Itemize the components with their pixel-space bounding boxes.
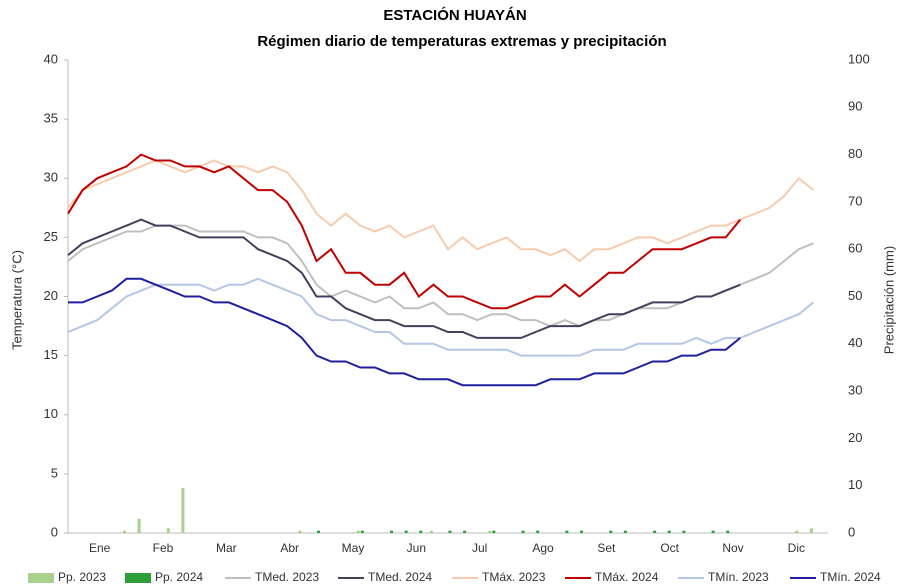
- precip-bar: [448, 530, 452, 533]
- precip-bar: [429, 530, 433, 533]
- x-tick-label: Nov: [722, 541, 743, 555]
- chart-subtitle: Régimen diario de temperaturas extremas …: [257, 33, 666, 50]
- precip-bar: [682, 530, 686, 533]
- y-axis-label: Temperatura (°C): [9, 250, 24, 350]
- precip-bar: [711, 530, 715, 533]
- precip-bar: [181, 488, 185, 533]
- precip-bar: [580, 530, 584, 533]
- precip-bar: [390, 530, 394, 533]
- temp-line: [67, 277, 815, 357]
- x-tick-label: Abr: [280, 541, 299, 555]
- precip-bar: [419, 530, 423, 533]
- legend-label: TMed. 2023: [255, 570, 319, 584]
- temp-line: [67, 153, 742, 310]
- y2-tick-label: 40: [848, 335, 862, 350]
- temp-line: [68, 277, 741, 387]
- chart-title: ESTACIÓN HUAYÁN: [383, 6, 526, 24]
- precip-bar: [536, 530, 540, 533]
- precip-bar: [316, 530, 320, 533]
- legend-label: Pp. 2024: [155, 570, 203, 584]
- y-tick-label: 30: [44, 170, 58, 185]
- precip-bar: [488, 530, 492, 533]
- precip-bar: [667, 530, 671, 533]
- x-tick-label: Oct: [660, 541, 679, 555]
- legend-swatch: [125, 573, 151, 583]
- precip-bar: [463, 530, 467, 533]
- y-tick-label: 5: [51, 465, 58, 480]
- x-tick-label: Feb: [153, 541, 174, 555]
- precip-bar: [492, 530, 496, 533]
- legend-label: TMáx. 2024: [595, 570, 659, 584]
- precip-bar: [360, 530, 364, 533]
- x-tick-label: Jun: [407, 541, 426, 555]
- y-tick-label: 20: [44, 288, 58, 303]
- precip-bar: [137, 518, 141, 533]
- y2-tick-label: 0: [848, 524, 855, 539]
- precip-bar: [726, 530, 730, 533]
- y2-tick-label: 20: [848, 430, 862, 445]
- legend-label: TMín. 2023: [708, 570, 769, 584]
- precip-bar: [653, 530, 657, 533]
- precip-bar: [298, 530, 302, 533]
- y-tick-label: 35: [44, 111, 58, 126]
- y2-tick-label: 70: [848, 193, 862, 208]
- temp-line: [67, 159, 815, 263]
- x-tick-label: Ago: [532, 541, 554, 555]
- precip-bar: [122, 530, 126, 533]
- precip-bar: [404, 530, 408, 533]
- precip-bar: [609, 530, 613, 533]
- y-tick-label: 15: [44, 347, 58, 362]
- legend-label: Pp. 2023: [58, 570, 106, 584]
- temp-line: [67, 218, 741, 339]
- x-tick-label: Set: [597, 541, 616, 555]
- y2-tick-label: 80: [848, 146, 862, 161]
- y-tick-label: 40: [44, 51, 58, 66]
- y2-tick-label: 50: [848, 288, 862, 303]
- precip-bar: [795, 530, 799, 533]
- y2-tick-label: 90: [848, 99, 862, 114]
- precip-bar: [521, 530, 525, 533]
- legend-label: TMín. 2024: [820, 570, 881, 584]
- precip-bar: [809, 528, 813, 533]
- x-tick-label: Jul: [472, 541, 487, 555]
- y2-tick-label: 10: [848, 477, 862, 492]
- legend-label: TMáx. 2023: [482, 570, 546, 584]
- precip-bar: [166, 528, 170, 533]
- legend-label: TMed. 2024: [368, 570, 432, 584]
- y-tick-label: 25: [44, 229, 58, 244]
- x-tick-label: Ene: [89, 541, 111, 555]
- x-tick-label: May: [342, 541, 365, 555]
- precip-bar: [565, 530, 569, 533]
- y-tick-label: 10: [44, 406, 58, 421]
- x-tick-label: Mar: [216, 541, 237, 555]
- precip-bar: [623, 530, 627, 533]
- precip-bar: [356, 530, 360, 533]
- legend-swatch: [28, 573, 54, 583]
- y2-tick-label: 60: [848, 241, 862, 256]
- x-tick-label: Dic: [788, 541, 805, 555]
- y2-tick-label: 30: [848, 383, 862, 398]
- y-tick-label: 0: [51, 524, 58, 539]
- y2-tick-label: 100: [848, 51, 870, 66]
- y2-axis-label: Precipitación (mm): [881, 246, 896, 354]
